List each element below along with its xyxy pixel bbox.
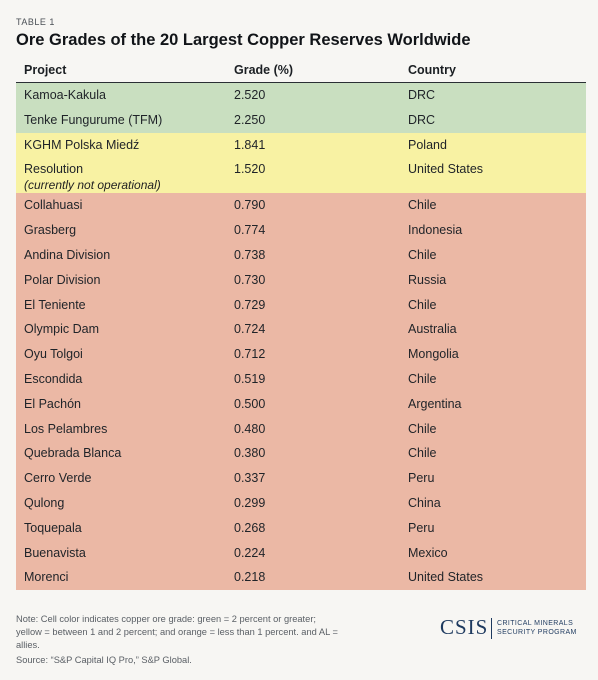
country-cell: Chile xyxy=(408,247,437,262)
table-body: Kamoa-Kakula 2.520 DRC Tenke Fungurume (TFM… xyxy=(16,83,586,591)
country-cell: Poland xyxy=(408,137,447,152)
country-cell: China xyxy=(408,495,441,510)
grade-cell: 0.519 xyxy=(234,371,266,386)
project-cell: Tenke Fungurume (TFM) xyxy=(24,112,163,127)
project-cell: Buenavista xyxy=(24,545,86,560)
grade-cell: 0.724 xyxy=(234,322,266,337)
project-cell: El Pachón xyxy=(24,396,81,411)
project-cell: Cerro Verde xyxy=(24,471,92,486)
grade-cell: 0.299 xyxy=(234,495,266,510)
country-cell: Mexico xyxy=(408,545,448,560)
grade-cell: 0.480 xyxy=(234,421,266,436)
grade-cell: 0.729 xyxy=(234,297,266,312)
country-cell: Chile xyxy=(408,371,437,386)
grade-cell: 0.268 xyxy=(234,520,266,535)
grade-cell: 1.520 xyxy=(234,162,266,177)
grade-cell: 0.790 xyxy=(234,198,266,213)
logo-wordmark: CSIS xyxy=(440,615,489,639)
country-cell: Peru xyxy=(408,520,435,535)
table-row: Escondida 0.519 Chile xyxy=(16,366,586,392)
country-cell: Chile xyxy=(408,446,437,461)
header-grade: Grade (%) xyxy=(234,63,294,77)
table-row: Olympic Dam 0.724 Australia xyxy=(16,317,586,343)
project-cell: Polar Division xyxy=(24,272,101,287)
grade-cell: 0.380 xyxy=(234,446,266,461)
table-row: Qulong 0.299 China xyxy=(16,490,586,516)
country-cell: DRC xyxy=(408,88,436,102)
table-footnote: Note: Cell color indicates copper ore gr… xyxy=(16,614,338,650)
table-row: Kamoa-Kakula 2.520 DRC xyxy=(16,83,586,108)
header-country: Country xyxy=(408,63,456,77)
project-cell: Morenci xyxy=(24,570,69,585)
project-cell: Oyu Tolgoi xyxy=(24,347,83,362)
logo-divider xyxy=(491,618,492,639)
table-row: El Pachón 0.500 Argentina xyxy=(16,391,586,417)
table-row: Toquepala 0.268 Peru xyxy=(16,515,586,541)
grade-cell: 0.337 xyxy=(234,471,266,486)
grade-cell: 0.224 xyxy=(234,545,266,560)
csis-logo: CSIS CRITICAL MINERALS SECURITY PROGRAM xyxy=(440,615,590,643)
country-cell: Chile xyxy=(408,198,437,213)
project-cell: Los Pelambres xyxy=(24,421,108,436)
country-cell: Russia xyxy=(408,272,447,287)
logo-program-name: CRITICAL MINERALS SECURITY PROGRAM xyxy=(497,619,577,637)
country-cell: Peru xyxy=(408,471,435,486)
table-row: Oyu Tolgoi 0.712 Mongolia xyxy=(16,342,586,367)
project-cell: Kamoa-Kakula xyxy=(24,88,106,102)
grade-cell: 0.500 xyxy=(234,396,266,411)
logo-line-2: SECURITY PROGRAM xyxy=(497,629,577,636)
country-cell: DRC xyxy=(408,112,436,127)
project-cell: El Teniente xyxy=(24,297,86,312)
grade-cell: 2.520 xyxy=(234,88,266,102)
table-row: Cerro Verde 0.337 Peru xyxy=(16,466,586,491)
country-cell: Indonesia xyxy=(408,223,463,238)
grade-cell: 0.774 xyxy=(234,223,266,238)
project-cell: Toquepala xyxy=(24,520,82,535)
logo-line-1: CRITICAL MINERALS xyxy=(497,620,574,627)
country-cell: United States xyxy=(408,570,484,585)
project-cell: KGHM Polska Miedź xyxy=(24,137,140,152)
country-cell: Australia xyxy=(408,322,457,337)
table-row: Collahuasi 0.790 Chile xyxy=(16,193,586,219)
country-cell: Argentina xyxy=(408,396,462,411)
project-cell: Resolution xyxy=(24,162,84,177)
country-cell: Mongolia xyxy=(408,347,459,362)
grade-cell: 0.218 xyxy=(234,570,266,585)
grade-cell: 0.730 xyxy=(234,272,266,287)
project-cell: Collahuasi xyxy=(24,198,83,213)
table-row: Morenci 0.218 United States xyxy=(16,565,586,591)
project-cell: Escondida xyxy=(24,371,83,386)
grade-cell: 2.250 xyxy=(234,112,266,127)
table-title: Ore Grades of the 20 Largest Copper Rese… xyxy=(16,31,471,49)
country-cell: United States xyxy=(408,162,484,177)
country-cell: Chile xyxy=(408,421,437,436)
grade-cell: 0.712 xyxy=(234,347,266,362)
table-source: Source: “S&P Capital IQ Pro,” S&P Global… xyxy=(16,655,192,665)
table-row: Resolution 1.520 United States (currently n… xyxy=(16,157,586,194)
project-cell: Qulong xyxy=(24,495,65,510)
table-row: Andina Division 0.738 Chile xyxy=(16,242,586,268)
country-cell: Chile xyxy=(408,297,437,312)
project-note: (currently not operational) xyxy=(24,178,161,193)
table-row: KGHM Polska Miedź 1.841 Poland xyxy=(16,132,586,158)
project-cell: Grasberg xyxy=(24,223,77,238)
project-cell: Andina Division xyxy=(24,247,111,262)
table-row: Polar Division 0.730 Russia xyxy=(16,267,586,293)
table-row: Buenavista 0.224 Mexico xyxy=(16,540,586,566)
project-cell: Olympic Dam xyxy=(24,322,100,337)
header-project: Project xyxy=(24,63,67,77)
table-row: Quebrada Blanca 0.380 Chile xyxy=(16,441,586,467)
table-row: Grasberg 0.774 Indonesia xyxy=(16,218,586,243)
table-header: Project Grade (%) Country xyxy=(16,58,586,83)
table-row: El Teniente 0.729 Chile xyxy=(16,292,586,318)
grade-cell: 1.841 xyxy=(234,137,266,152)
grade-cell: 0.738 xyxy=(234,247,266,262)
table-row: Tenke Fungurume (TFM) 2.250 DRC xyxy=(16,107,586,133)
project-cell: Quebrada Blanca xyxy=(24,446,122,461)
table-row: Los Pelambres 0.480 Chile xyxy=(16,416,586,442)
table-label: TABLE 1 xyxy=(16,17,55,27)
